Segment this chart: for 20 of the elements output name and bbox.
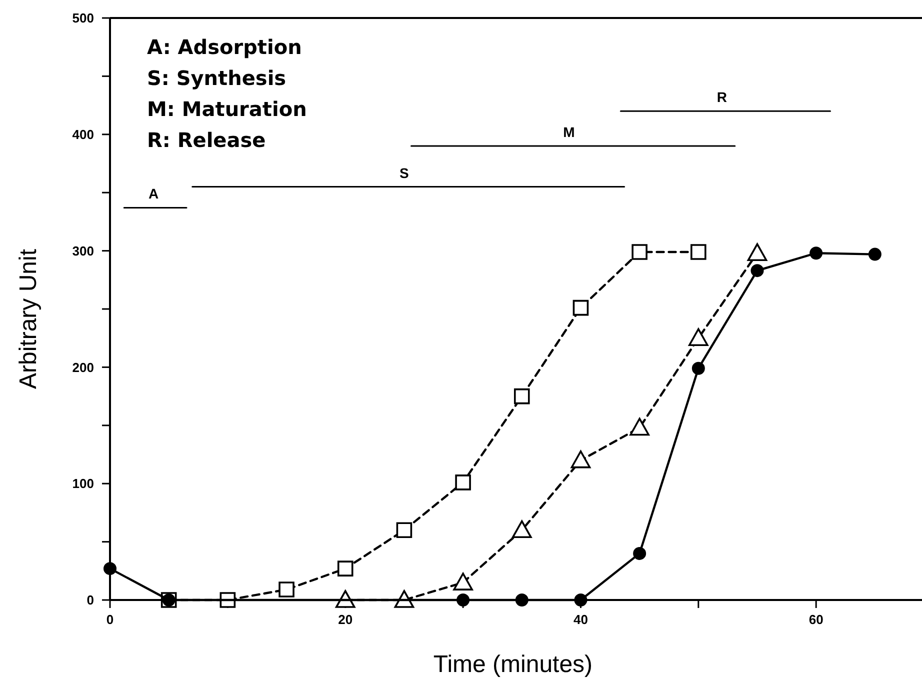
y-tick-label: 500 [72, 10, 94, 26]
annotation: A [148, 186, 159, 202]
x-tick-label: 0 [106, 612, 114, 627]
x-axis-title: Time (minutes) [433, 651, 593, 678]
x-tick-label: 40 [573, 612, 588, 627]
x-tick-label: 60 [808, 612, 824, 627]
annotation: M [563, 124, 575, 140]
annotation: S: Synthesis [147, 66, 286, 90]
annotation: R: Release [147, 128, 266, 152]
y-tick-label: 300 [72, 243, 94, 258]
x-tick-label: 20 [338, 612, 353, 627]
annotation: A: Adsorption [147, 35, 302, 59]
y-tick-label: 200 [72, 360, 94, 375]
annotation: R [716, 89, 728, 106]
annotation: M: Maturation [147, 97, 307, 121]
y-tick-label: 0 [86, 592, 94, 608]
y-axis-title: Arbitrary Unit [15, 248, 42, 390]
y-tick-label: 100 [72, 476, 94, 492]
y-tick-label: 400 [72, 126, 94, 142]
annotation: S [400, 164, 409, 181]
